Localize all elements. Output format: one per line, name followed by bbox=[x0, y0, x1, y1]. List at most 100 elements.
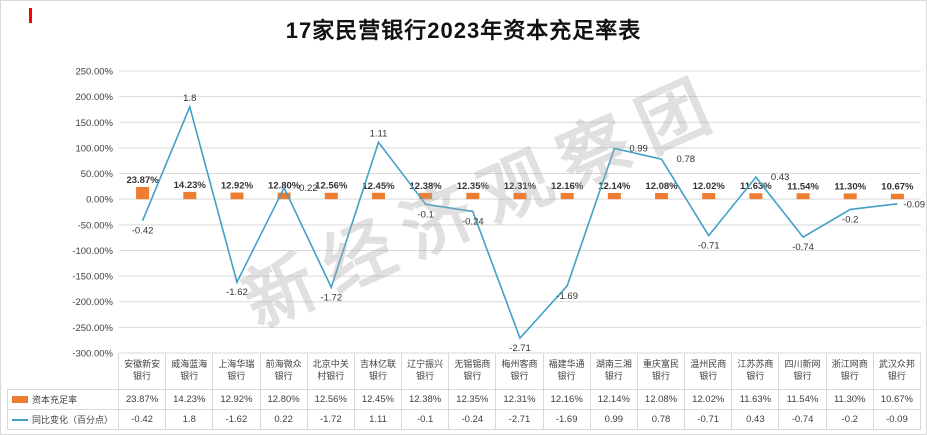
y-axis-tick-label: -150.00% bbox=[72, 272, 113, 283]
table-value-cell: 12.14% bbox=[590, 390, 638, 410]
y-axis-tick-label: 0.00% bbox=[86, 195, 113, 206]
line-value-label: 0.43 bbox=[771, 172, 790, 183]
line-value-label: -0.1 bbox=[417, 209, 433, 220]
bar-swatch-icon bbox=[12, 396, 28, 403]
table-value-cell: -0.71 bbox=[685, 410, 733, 430]
bank-name-label: 辽宁振兴 银行 bbox=[402, 353, 450, 390]
bank-name-line: 村银行 bbox=[317, 371, 345, 381]
table-value-cell: 12.35% bbox=[449, 390, 497, 410]
bank-name-line: 上海华瑞 bbox=[218, 359, 255, 370]
bank-name-line: 辽宁振兴 bbox=[407, 359, 444, 370]
bank-name-line: 银行 bbox=[746, 371, 765, 381]
table-value-cell: 12.31% bbox=[496, 390, 544, 410]
legend-item-line: 同比变化（百分点） bbox=[7, 410, 119, 430]
bar-value-label: 11.30% bbox=[834, 181, 866, 192]
table-value-cell: -1.62 bbox=[213, 410, 261, 430]
y-axis-tick-label: -300.00% bbox=[72, 349, 113, 360]
y-axis-tick-label: 50.00% bbox=[81, 169, 114, 180]
bank-name-label: 上海华瑞 银行 bbox=[213, 353, 261, 390]
bar bbox=[655, 192, 669, 200]
bank-name-label: 前海微众 银行 bbox=[260, 353, 308, 390]
bar-value-label: 12.31% bbox=[504, 181, 537, 192]
line-value-label: -1.62 bbox=[226, 287, 248, 298]
bar-value-label: 12.14% bbox=[598, 181, 631, 192]
line-value-label: 1.8 bbox=[183, 93, 196, 104]
bank-name-line: 江苏苏商 bbox=[737, 359, 774, 370]
bar bbox=[607, 192, 621, 200]
table-value-cell: 12.56% bbox=[307, 390, 355, 410]
legend-label: 资本充足率 bbox=[32, 395, 78, 405]
table-value-cell: 12.08% bbox=[637, 390, 686, 410]
bank-name-line: 银行 bbox=[510, 371, 529, 381]
bank-name-line: 银行 bbox=[416, 371, 435, 381]
bar bbox=[277, 192, 291, 200]
bank-name-label: 安徽新安 银行 bbox=[119, 353, 167, 390]
table-value-cell: -1.69 bbox=[543, 410, 591, 430]
bar bbox=[890, 193, 904, 200]
bank-name-label: 江苏苏商 银行 bbox=[732, 353, 780, 390]
y-axis-tick-label: -100.00% bbox=[72, 246, 113, 257]
bar-value-label: 12.92% bbox=[221, 181, 254, 192]
y-axis-tick-label: 100.00% bbox=[75, 143, 113, 154]
y-axis-tick-label: 200.00% bbox=[75, 92, 113, 103]
bank-name-line: 银行 bbox=[227, 371, 246, 381]
bank-name-line: 浙江网商 bbox=[831, 359, 868, 370]
bar bbox=[749, 193, 763, 200]
bar bbox=[466, 192, 480, 200]
bar bbox=[796, 193, 810, 200]
bank-name-line: 安徽新安 bbox=[124, 359, 161, 370]
line-value-label: -0.24 bbox=[462, 216, 484, 227]
line-value-label: -0.42 bbox=[132, 226, 154, 237]
y-axis-tick-label: 150.00% bbox=[75, 118, 113, 129]
bank-name-line: 银行 bbox=[274, 371, 293, 381]
y-axis-tick-label: -50.00% bbox=[78, 220, 114, 231]
bank-name-label: 北京中关 村银行 bbox=[307, 353, 355, 390]
bar bbox=[324, 192, 338, 200]
bar-value-label: 11.63% bbox=[740, 181, 772, 192]
chart-title: 17家民营银行2023年资本充足率表 bbox=[285, 18, 642, 43]
line-value-label: -0.71 bbox=[698, 241, 720, 252]
line-value-label: -2.71 bbox=[509, 343, 531, 354]
table-corner-blank bbox=[7, 353, 119, 390]
bank-name-line: 银行 bbox=[180, 371, 199, 381]
table-value-cell: 1.8 bbox=[166, 410, 214, 430]
bar-value-label: 12.45% bbox=[362, 181, 395, 192]
bank-name-line: 威海蓝海 bbox=[171, 359, 208, 370]
line-value-label: 0.22 bbox=[299, 183, 318, 194]
bank-name-label: 吉林亿联 银行 bbox=[354, 353, 403, 390]
bank-name-line: 重庆富民 bbox=[643, 359, 680, 370]
bank-name-line: 武汉众邦 bbox=[878, 359, 915, 370]
bar bbox=[230, 192, 244, 200]
bar-value-label: 12.16% bbox=[551, 181, 584, 192]
line-value-label: 0.99 bbox=[629, 143, 648, 154]
bank-name-label: 威海蓝海 银行 bbox=[166, 353, 214, 390]
bank-name-label: 四川新网 银行 bbox=[779, 353, 827, 390]
bar-value-label: 12.38% bbox=[410, 181, 443, 192]
bank-name-line: 湖南三湘 bbox=[595, 359, 632, 370]
y-axis-tick-label: -250.00% bbox=[72, 323, 113, 334]
table-value-cell: -0.24 bbox=[449, 410, 497, 430]
table-value-cell: 12.45% bbox=[354, 390, 403, 410]
bank-name-line: 银行 bbox=[793, 371, 812, 381]
y-axis-tick-label: -200.00% bbox=[72, 297, 113, 308]
bank-name-label: 浙江网商 银行 bbox=[826, 353, 874, 390]
table-value-cell: 11.63% bbox=[732, 390, 780, 410]
table-value-cell: -0.74 bbox=[779, 410, 827, 430]
table-value-cell: 0.22 bbox=[260, 410, 308, 430]
bank-name-line: 银行 bbox=[133, 371, 152, 381]
bank-name-label: 梅州客商 银行 bbox=[496, 353, 544, 390]
line-series bbox=[141, 104, 898, 340]
bank-name-label: 温州民商 银行 bbox=[685, 353, 733, 390]
bank-name-line: 银行 bbox=[368, 371, 387, 381]
bar-value-label: 14.23% bbox=[174, 180, 207, 191]
table-value-cell: 12.02% bbox=[685, 390, 733, 410]
red-cursor-mark bbox=[29, 8, 32, 23]
bank-name-line: 四川新网 bbox=[784, 359, 821, 370]
bar bbox=[843, 193, 857, 200]
bar-value-label: 12.80% bbox=[268, 181, 301, 192]
table-value-cell: 23.87% bbox=[119, 390, 167, 410]
bank-name-line: 北京中关 bbox=[312, 359, 349, 370]
bank-name-line: 温州民商 bbox=[690, 359, 727, 370]
